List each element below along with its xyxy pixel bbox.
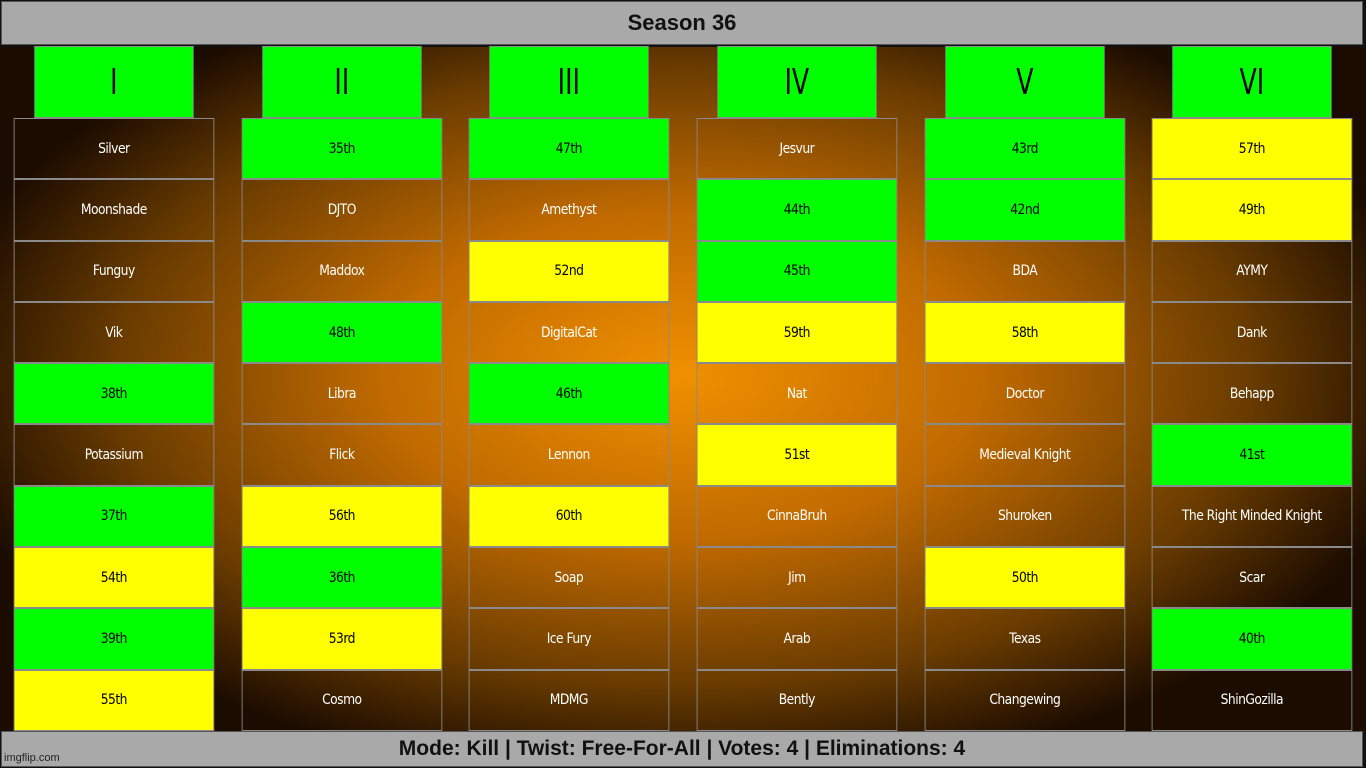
column-header: II bbox=[261, 46, 422, 118]
player-cell: 58th bbox=[924, 301, 1125, 364]
player-cell: 47th bbox=[468, 117, 670, 180]
player-cell: Medieval Knight bbox=[924, 424, 1125, 486]
player-cell: Dank bbox=[1151, 301, 1353, 364]
player-cell: 43rd bbox=[924, 117, 1125, 180]
player-cell: Cosmo bbox=[241, 669, 442, 731]
player-cell: 51st bbox=[696, 424, 897, 486]
player-cell: 41st bbox=[1151, 424, 1353, 486]
player-cell: 60th bbox=[468, 485, 670, 548]
column-header: V bbox=[944, 46, 1105, 118]
player-cell: Changewing bbox=[924, 669, 1125, 731]
imgflip-watermark: imgflip.com bbox=[4, 752, 60, 764]
player-cell: 44th bbox=[696, 179, 897, 241]
player-cell: Flick bbox=[241, 424, 442, 486]
player-cell: ShinGozilla bbox=[1151, 669, 1353, 731]
player-cell: 48th bbox=[241, 301, 442, 364]
player-cell: Nat bbox=[696, 363, 897, 425]
column-header: I bbox=[34, 46, 194, 118]
player-cell: 36th bbox=[241, 547, 442, 609]
player-cell: Ice Fury bbox=[468, 608, 670, 670]
player-cell: 42nd bbox=[924, 179, 1125, 241]
player-cell: DigitalCat bbox=[468, 301, 670, 364]
player-cell: 54th bbox=[13, 547, 214, 609]
player-cell: Jesvur bbox=[696, 117, 897, 180]
player-cell: Scar bbox=[1151, 547, 1353, 609]
player-cell: 50th bbox=[924, 547, 1125, 609]
player-cell: Shuroken bbox=[924, 485, 1125, 548]
player-cell: Libra bbox=[241, 363, 442, 425]
column-header: IV bbox=[717, 46, 877, 118]
player-cell: 35th bbox=[241, 117, 442, 180]
player-cell: Arab bbox=[696, 608, 897, 670]
player-cell: AYMY bbox=[1151, 240, 1353, 302]
player-cell: Funguy bbox=[13, 240, 214, 302]
player-cell: Bently bbox=[696, 669, 897, 731]
player-cell: Amethyst bbox=[468, 179, 670, 241]
game-settings-footer: Mode: Kill | Twist: Free-For-All | Votes… bbox=[1, 731, 1363, 767]
player-cell: Soap bbox=[468, 547, 670, 609]
player-cell: 37th bbox=[13, 485, 214, 548]
column-header: VI bbox=[1172, 46, 1332, 118]
player-cell: 38th bbox=[13, 363, 214, 425]
player-cell: DJTO bbox=[241, 179, 442, 241]
player-cell: 59th bbox=[696, 301, 897, 364]
player-cell: 40th bbox=[1151, 608, 1353, 670]
player-cell: Behapp bbox=[1151, 363, 1353, 425]
player-cell: 57th bbox=[1151, 117, 1353, 180]
player-cell: BDA bbox=[924, 240, 1125, 302]
player-cell: Doctor bbox=[924, 363, 1125, 425]
player-cell: 45th bbox=[696, 240, 897, 302]
player-cell: Jim bbox=[696, 547, 897, 609]
player-cell: The Right Minded Knight bbox=[1151, 485, 1353, 548]
player-cell: 49th bbox=[1151, 179, 1353, 241]
player-cell: Potassium bbox=[13, 424, 214, 486]
player-cell: Silver bbox=[13, 117, 214, 180]
player-cell: MDMG bbox=[468, 669, 670, 731]
player-cell: CinnaBruh bbox=[696, 485, 897, 548]
season-title: Season 36 bbox=[1, 1, 1363, 45]
player-cell: Lennon bbox=[468, 424, 670, 486]
standings-grid: I II III IV V VI Silver 35th 47th Jesvur 43rd 57th M… bbox=[0, 46, 1366, 731]
player-cell: 39th bbox=[13, 608, 214, 670]
player-cell: 55th bbox=[13, 669, 214, 731]
player-cell: Texas bbox=[924, 608, 1125, 670]
player-cell: 53rd bbox=[241, 608, 442, 670]
player-cell: Moonshade bbox=[13, 179, 214, 241]
player-cell: 56th bbox=[241, 485, 442, 548]
player-cell: Vik bbox=[13, 301, 214, 364]
player-cell: 52nd bbox=[468, 240, 670, 302]
player-cell: Maddox bbox=[241, 240, 442, 302]
column-header: III bbox=[489, 46, 649, 118]
player-cell: 46th bbox=[468, 363, 670, 425]
